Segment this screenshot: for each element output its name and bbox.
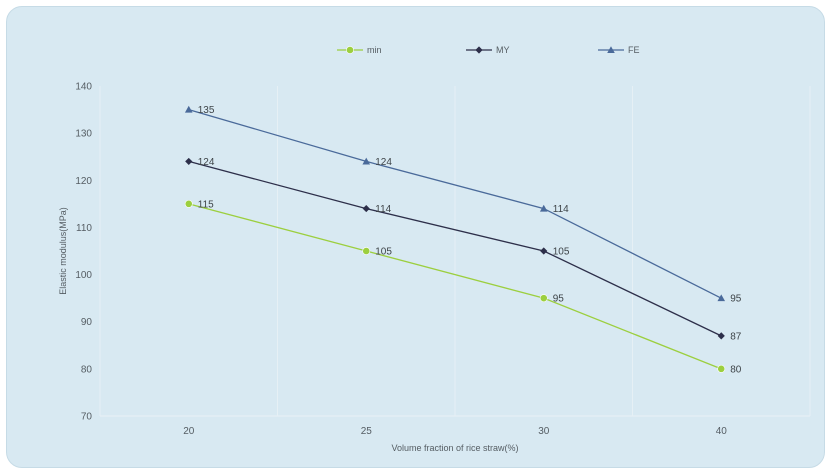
y-tick-label: 80	[81, 364, 93, 375]
data-label-min: 105	[375, 247, 392, 258]
legend-label-my: MY	[496, 45, 510, 55]
data-label-my: 105	[553, 247, 570, 258]
y-tick-label: 120	[75, 176, 92, 187]
data-label-min: 115	[198, 199, 214, 210]
data-label-min: 95	[553, 294, 565, 305]
x-tick-label: 25	[361, 426, 373, 437]
x-axis-title: Volume fraction of rice straw(%)	[391, 443, 518, 453]
data-point-fe	[717, 294, 726, 302]
series-line-my	[188, 160, 722, 337]
data-point-my	[540, 247, 548, 255]
legend-marker-my	[475, 46, 483, 54]
legend-label-min: min	[367, 45, 382, 55]
y-tick-label: 70	[81, 412, 93, 423]
series-layer: 115 105 95 80 124 114 105 87 135 124 114 95	[184, 105, 742, 375]
data-label-fe: 135	[198, 105, 215, 116]
data-label-fe: 95	[730, 294, 742, 305]
legend-item-fe: FE	[598, 45, 640, 55]
data-point-my	[185, 157, 193, 166]
grid-layer	[99, 86, 811, 416]
axis-layer: 70 80 90 100 110 120 130 140 20 25 30 40	[75, 82, 810, 437]
y-tick-label: 130	[75, 129, 92, 140]
legend-label-fe: FE	[628, 45, 640, 55]
data-label-fe: 124	[375, 157, 392, 168]
legend-marker-fe	[607, 46, 615, 54]
y-tick-label: 100	[75, 270, 92, 281]
y-tick-label: 110	[76, 223, 92, 234]
data-point-my	[717, 332, 725, 340]
data-point-my	[362, 204, 370, 213]
x-tick-label: 40	[716, 426, 728, 437]
legend-marker-min	[346, 46, 354, 54]
data-label-my: 124	[198, 157, 215, 168]
data-point-fe	[362, 157, 371, 165]
data-point-min	[539, 294, 548, 303]
data-label-fe: 114	[553, 204, 569, 215]
data-point-min	[717, 364, 726, 373]
series-line-min	[188, 203, 722, 370]
x-tick-label: 20	[183, 426, 195, 437]
y-axis-title: Elastic modulus(MPa)	[58, 207, 68, 295]
data-label-my: 114	[375, 204, 391, 215]
data-label-min: 80	[730, 364, 742, 375]
x-tick-label: 30	[538, 426, 550, 437]
legend-item-min: min	[337, 45, 382, 55]
legend-item-my: MY	[466, 45, 510, 55]
series-min: 115 105 95 80	[184, 199, 742, 375]
series-fe: 135 124 114 95	[184, 105, 742, 305]
data-point-fe	[539, 204, 548, 212]
y-tick-label: 90	[81, 317, 93, 328]
series-my: 124 114 105 87	[185, 157, 742, 342]
data-point-min	[362, 247, 371, 255]
chart-card	[6, 6, 825, 468]
series-line-fe	[188, 108, 722, 299]
data-point-fe	[184, 105, 193, 113]
data-point-min	[184, 199, 193, 208]
y-tick-label: 140	[75, 82, 92, 93]
legend: min MY FE	[337, 45, 640, 55]
data-label-my: 87	[730, 331, 742, 342]
